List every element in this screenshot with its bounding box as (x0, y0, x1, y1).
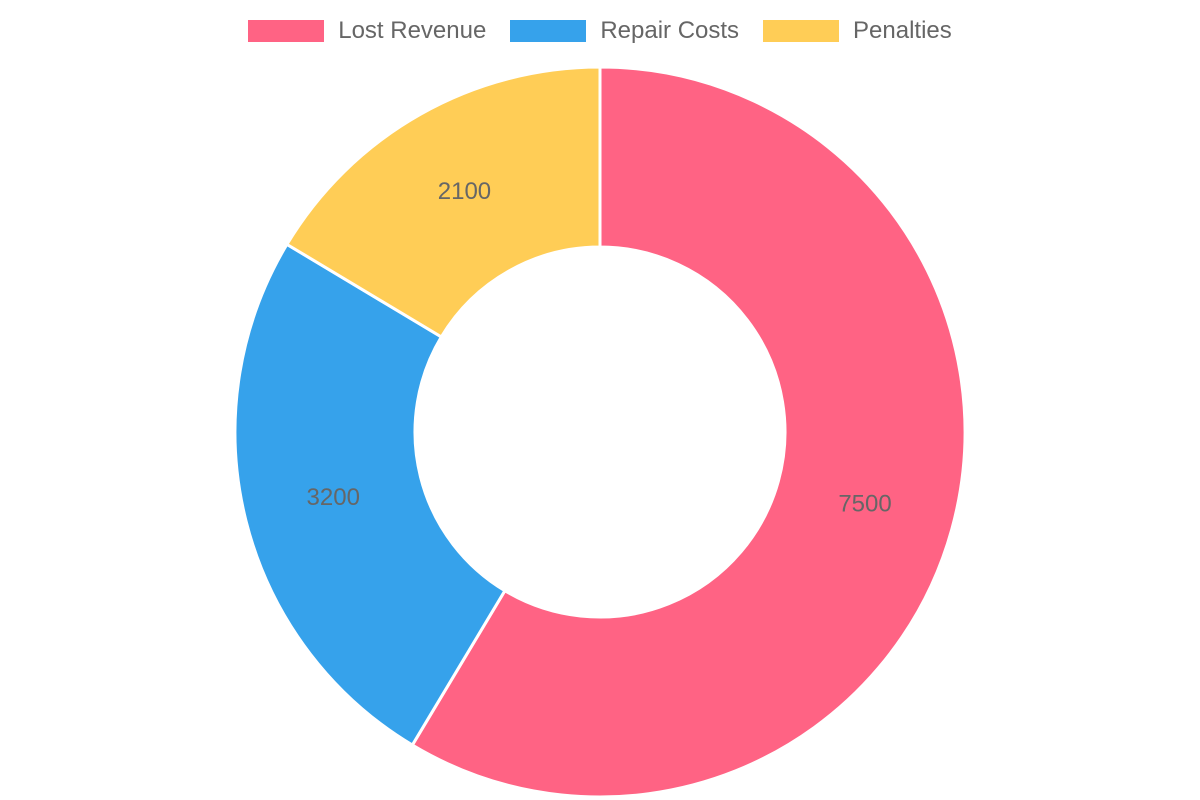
slice-repair-costs[interactable] (233, 242, 507, 748)
slice-lost-revenue[interactable] (410, 65, 967, 799)
legend-label-lost-revenue: Lost Revenue (338, 17, 487, 44)
slice-value-label-lost-revenue: 7500 (838, 491, 891, 518)
legend-item-penalties[interactable]: Penalties (763, 16, 952, 46)
legend-label-penalties: Penalties (853, 17, 952, 44)
legend-swatch-repair-costs (510, 20, 587, 42)
legend-item-repair-costs[interactable]: Repair Costs (510, 16, 739, 46)
legend-swatch-lost-revenue (248, 20, 325, 42)
chart-legend: Lost Revenue Repair Costs Penalties (0, 16, 1200, 46)
legend-swatch-penalties (763, 20, 840, 42)
slice-penalties[interactable] (284, 65, 602, 339)
legend-label-repair-costs: Repair Costs (600, 17, 740, 44)
legend-item-lost-revenue[interactable]: Lost Revenue (248, 16, 486, 46)
slice-value-label-repair-costs: 3200 (307, 484, 360, 511)
slice-value-label-penalties: 2100 (438, 178, 491, 205)
